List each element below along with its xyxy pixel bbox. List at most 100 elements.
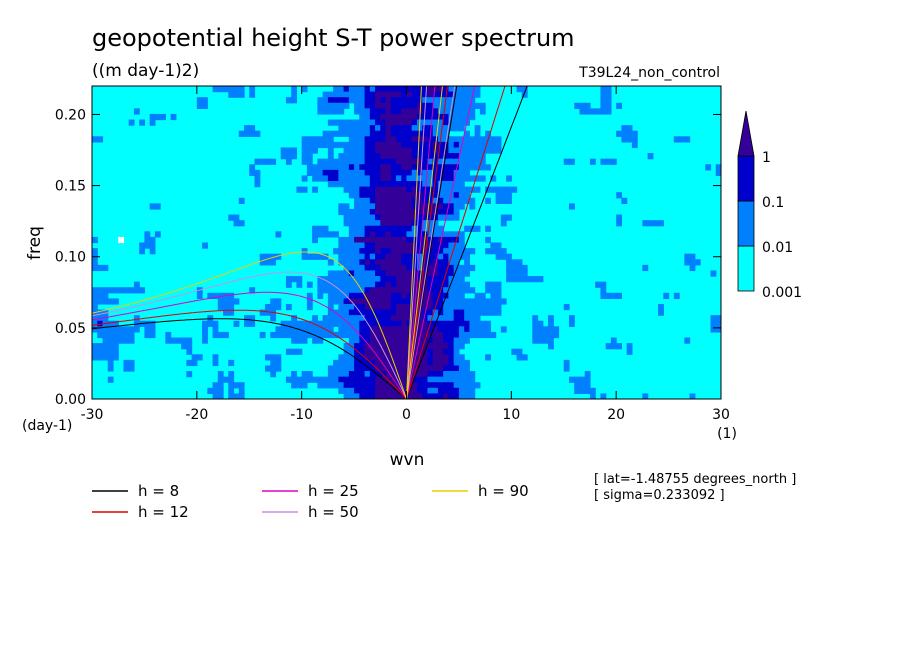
heatmap-cell — [406, 214, 413, 221]
heatmap-cell — [375, 359, 381, 367]
heatmap-cell — [385, 203, 392, 210]
heatmap-cell — [238, 393, 245, 399]
heatmap-cell — [469, 376, 476, 383]
heatmap-cell — [385, 208, 392, 216]
heatmap-cell — [348, 259, 355, 266]
heatmap-cell — [354, 326, 360, 333]
heatmap-cell — [443, 264, 450, 272]
heatmap-cell — [443, 125, 450, 132]
heatmap-cell — [312, 141, 318, 149]
gravity-curve — [406, 86, 458, 399]
heatmap-cell — [390, 125, 397, 132]
heatmap-cell — [144, 236, 151, 244]
heatmap-cell — [458, 303, 465, 311]
heatmap-cell — [710, 320, 717, 327]
heatmap-cell — [469, 309, 476, 316]
heatmap-cell — [338, 158, 345, 165]
heatmap-cell — [217, 298, 224, 305]
heatmap-cell — [380, 264, 387, 272]
heatmap-cell — [443, 371, 450, 378]
heatmap-cell — [92, 292, 98, 299]
legend-label: h = 90 — [478, 482, 529, 500]
heatmap-cell — [453, 136, 460, 143]
heatmap-cell — [448, 197, 455, 204]
heatmap-cell — [406, 208, 413, 216]
heatmap-cell — [600, 292, 607, 299]
heatmap-cell — [327, 371, 334, 378]
heatmap-cell — [610, 292, 617, 299]
heatmap-cell — [416, 147, 423, 154]
heatmap-cell — [453, 108, 460, 115]
heatmap-cell — [390, 153, 397, 160]
heatmap-cell — [500, 298, 507, 305]
heatmap-cell — [196, 102, 203, 109]
heatmap-cell — [375, 365, 381, 372]
heatmap-cell — [306, 281, 313, 288]
heatmap-cell — [432, 253, 439, 260]
heatmap-cell — [338, 281, 345, 288]
heatmap-cell — [469, 175, 476, 182]
heatmap-cell — [207, 320, 214, 327]
heatmap-cell — [369, 147, 376, 154]
heatmap-cell — [333, 97, 339, 104]
heatmap-cell — [411, 102, 418, 109]
heatmap-cell — [411, 130, 418, 137]
heatmap-cell — [422, 141, 429, 149]
heatmap-cell — [102, 264, 109, 272]
heatmap-cell — [401, 141, 408, 149]
heatmap-cell — [348, 337, 355, 344]
heatmap-cell — [411, 169, 418, 177]
heatmap-cell — [390, 197, 397, 204]
heatmap-cell — [369, 376, 376, 383]
heatmap-cell — [448, 315, 455, 322]
heatmap-cell — [270, 359, 277, 367]
heatmap-cell — [285, 153, 292, 160]
heatmap-cell — [422, 136, 429, 143]
heatmap-cell — [427, 270, 434, 277]
heatmap-cell — [385, 141, 392, 149]
heatmap-cell — [312, 169, 318, 177]
heatmap-cell — [396, 97, 402, 104]
heatmap-cell — [285, 326, 292, 333]
heatmap-cell — [364, 186, 371, 193]
heatmap-cell — [354, 270, 360, 277]
heatmap-cell — [364, 331, 371, 339]
heatmap-cell — [301, 186, 308, 193]
heatmap-cell — [621, 130, 628, 137]
heatmap-cell — [348, 225, 355, 232]
heatmap-cell — [432, 276, 439, 283]
heatmap-cell — [396, 264, 402, 272]
heatmap-cell — [401, 320, 408, 327]
heatmap-cell — [443, 326, 450, 333]
heatmap-cell — [139, 287, 146, 294]
heatmap-cell — [464, 113, 470, 121]
heatmap-cell — [306, 376, 313, 383]
heatmap-cell — [322, 320, 329, 327]
heatmap-cell — [684, 259, 691, 266]
heatmap-cell — [443, 259, 450, 266]
heatmap-cell — [479, 108, 486, 115]
heatmap-cell — [359, 292, 366, 299]
heatmap-cell — [202, 242, 208, 249]
heatmap-cell — [390, 354, 397, 361]
heatmap-cell — [406, 186, 413, 193]
heatmap-cell — [338, 125, 345, 132]
heatmap-cell — [348, 264, 355, 272]
heatmap-cell — [453, 203, 460, 210]
heatmap-cell — [396, 343, 402, 350]
heatmap-cell — [432, 298, 439, 305]
heatmap-cell — [322, 169, 329, 177]
heatmap-cell — [422, 214, 429, 221]
heatmap-cell — [406, 253, 413, 260]
heatmap-cell — [464, 102, 470, 109]
heatmap-cell — [149, 113, 156, 121]
heatmap-cell — [354, 354, 360, 361]
heatmap-cell — [359, 181, 366, 188]
heatmap-cell — [348, 376, 355, 383]
heatmap-cell — [396, 348, 402, 355]
heatmap-cell — [448, 270, 455, 277]
heatmap-cell — [390, 97, 397, 104]
heatmap-cell — [322, 376, 329, 383]
heatmap-cell — [364, 259, 371, 266]
heatmap-cell — [411, 292, 418, 299]
